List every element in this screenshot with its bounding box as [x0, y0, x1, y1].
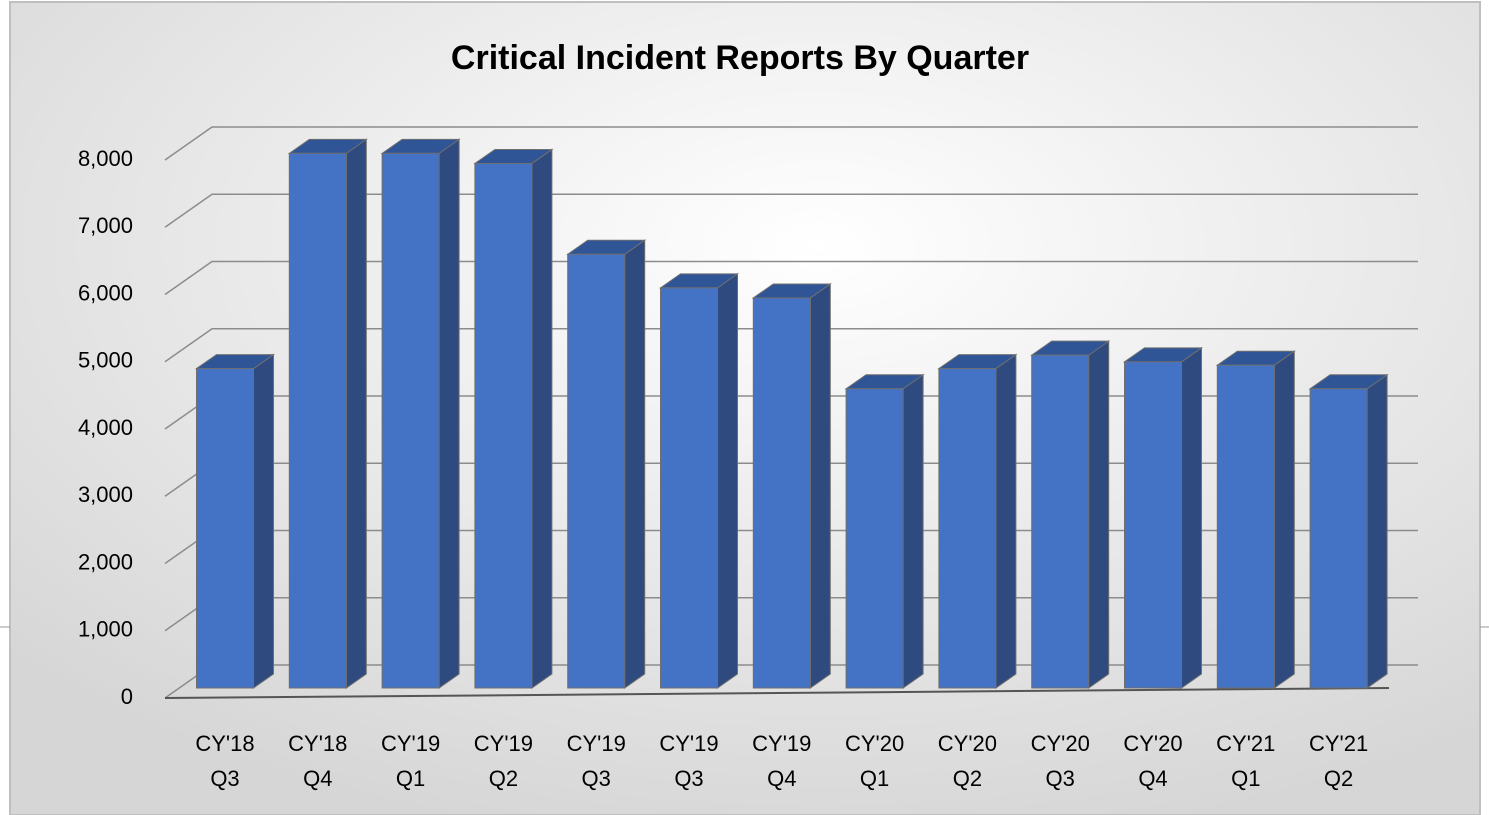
- x-tick-label: Q2: [953, 766, 982, 791]
- bar: [1031, 354, 1090, 689]
- grid-line: [164, 193, 1418, 228]
- x-tick-label: Q3: [674, 766, 703, 791]
- x-tick-label: Q2: [1324, 766, 1353, 791]
- x-tick-label: CY'19: [659, 731, 718, 756]
- x-tick-label: Q4: [1138, 766, 1167, 791]
- x-tick-label: CY'20: [938, 731, 997, 756]
- x-tick-label: CY'19: [381, 731, 440, 756]
- y-tick-label: 3,000: [78, 482, 133, 507]
- y-tick-label: 0: [121, 684, 133, 709]
- bar: [752, 297, 811, 689]
- x-tick-label: CY'19: [474, 731, 533, 756]
- x-tick-label: CY'21: [1216, 731, 1275, 756]
- bar-side: [1088, 340, 1110, 689]
- bar-side: [531, 148, 553, 689]
- bar-side: [624, 239, 646, 689]
- x-tick-label: Q4: [303, 766, 332, 791]
- x-tick-label: Q1: [1231, 766, 1260, 791]
- x-tick-label: Q2: [489, 766, 518, 791]
- bar: [1124, 361, 1182, 689]
- x-tick-label: CY'18: [288, 731, 347, 756]
- bar-side: [438, 138, 460, 689]
- bar-side: [253, 353, 274, 689]
- bar-side: [902, 373, 924, 689]
- bar-side: [1181, 346, 1202, 689]
- x-tick-label: CY'20: [845, 731, 904, 756]
- bar: [938, 368, 997, 689]
- x-tick-label: Q3: [582, 766, 611, 791]
- bar: [660, 287, 718, 689]
- y-tick-label: 5,000: [78, 348, 133, 373]
- bar-side: [717, 272, 738, 689]
- y-tick-label: 4,000: [78, 415, 133, 440]
- bar-side: [809, 282, 831, 689]
- bar: [1309, 388, 1368, 689]
- bar: [288, 152, 347, 689]
- bar: [381, 152, 440, 689]
- y-tick-label: 8,000: [78, 146, 133, 171]
- grid-line: [164, 328, 1418, 363]
- bar: [567, 253, 626, 689]
- grid-line: [164, 260, 1418, 296]
- x-tick-label: CY'20: [1031, 731, 1090, 756]
- x-tick-label: CY'21: [1309, 731, 1368, 756]
- x-tick-label: CY'20: [1123, 731, 1182, 756]
- x-tick-label: Q3: [1046, 766, 1075, 791]
- bar-side: [1366, 373, 1388, 689]
- grid-line: [164, 126, 1418, 161]
- y-tick-label: 2,000: [78, 549, 133, 574]
- y-tick-label: 1,000: [78, 617, 133, 642]
- x-tick-label: Q1: [396, 766, 425, 791]
- bar: [845, 388, 904, 689]
- bar: [474, 162, 533, 689]
- x-axis-line: [164, 687, 1390, 699]
- x-tick-label: CY'19: [752, 731, 811, 756]
- y-tick-label: 6,000: [78, 280, 133, 305]
- bar: [1216, 364, 1275, 689]
- x-tick-label: CY'18: [195, 731, 254, 756]
- x-tick-label: CY'19: [567, 731, 626, 756]
- bar-side: [345, 138, 367, 689]
- x-tick-label: Q3: [210, 766, 239, 791]
- bar: [196, 368, 254, 689]
- bar-side: [995, 353, 1017, 689]
- chart-title: Critical Incident Reports By Quarter: [451, 39, 1029, 77]
- bar-side: [1273, 350, 1295, 689]
- x-tick-label: Q4: [767, 766, 796, 791]
- y-tick-label: 7,000: [78, 213, 133, 238]
- x-tick-label: Q1: [860, 766, 889, 791]
